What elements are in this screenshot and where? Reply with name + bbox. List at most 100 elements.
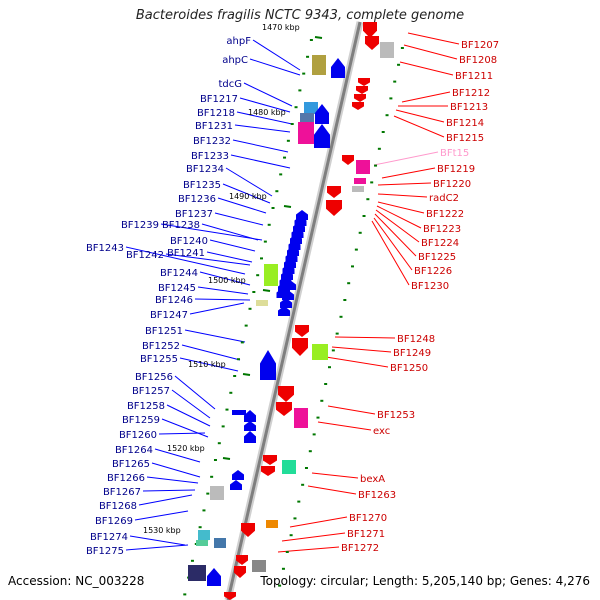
left-gene-label: BF1240 (170, 236, 208, 247)
gene-box (252, 560, 266, 572)
left-label-line (234, 124, 291, 133)
right-label-line (375, 209, 420, 243)
left-gene-label: BF1235 (183, 180, 221, 191)
left-label-line (134, 510, 189, 521)
right-label-line (376, 205, 422, 229)
major-tick (314, 36, 323, 39)
left-label-line (209, 239, 256, 252)
gene-box (354, 178, 366, 184)
left-label-line (201, 223, 259, 241)
right-gene-label: BF1230 (411, 281, 449, 292)
right-label-line (373, 217, 413, 271)
left-label-line (243, 82, 293, 107)
scale-label: 1520 kbp (167, 444, 205, 453)
gene-box (380, 42, 394, 58)
major-tick (242, 373, 251, 376)
left-label-line (194, 298, 251, 301)
gene-box (352, 186, 364, 192)
right-label-line (311, 472, 359, 479)
left-label-line (158, 432, 206, 435)
right-gene-label: BF1248 (397, 334, 435, 345)
gene-box (300, 113, 314, 123)
scale-label: 1530 kbp (143, 526, 181, 535)
left-gene-label: BF1232 (193, 136, 231, 147)
left-gene-label: BF1264 (115, 445, 153, 456)
left-gene-label: BF1251 (145, 326, 183, 337)
forward-gene-arrow (282, 290, 294, 300)
right-gene-label: BF1224 (421, 238, 459, 249)
gene-box (232, 410, 246, 415)
scale-labels: 1470 kbp 1480 kbp 1490 kbp 1500 kbp 1510 kbp… (143, 23, 300, 535)
right-label-line (307, 485, 357, 495)
left-gene-label: BF1236 (178, 194, 216, 205)
right-gene-label: BF1272 (341, 543, 379, 554)
left-label-line (142, 489, 196, 492)
gene-box (210, 486, 224, 500)
right-gene-label: BFt15 (440, 148, 469, 159)
reverse-gene-arrow (358, 78, 370, 86)
gene-box (264, 264, 278, 286)
right-label-line (403, 44, 458, 60)
left-label-line (138, 494, 193, 506)
left-label-line (249, 58, 301, 76)
reverse-gene-arrow (327, 186, 341, 198)
right-gene-label: BF1250 (390, 363, 428, 374)
left-gene-label: BF1274 (90, 532, 128, 543)
left-gene-label: BF1246 (155, 295, 193, 306)
forward-gene-arrow (232, 470, 244, 480)
right-label-line (401, 91, 451, 103)
left-gene-label: BF1258 (127, 401, 165, 412)
forward-gene-arrow (331, 58, 345, 78)
left-gene-label: BF1242 (126, 250, 164, 261)
right-gene-label: BF1249 (393, 348, 431, 359)
left-label-line (214, 212, 264, 226)
left-gene-label: tdcG (218, 79, 242, 90)
left-gene-label: BF1260 (119, 430, 157, 441)
left-label-line (165, 253, 251, 266)
left-gene-label: BF1259 (122, 415, 160, 426)
right-label-line (317, 421, 372, 431)
gene-box (304, 102, 318, 114)
reverse-gene-arrow (236, 555, 248, 565)
left-gene-label: BF1275 (86, 546, 124, 557)
right-label-line (407, 32, 460, 45)
right-label-line (399, 61, 454, 76)
right-label-line (377, 182, 432, 186)
right-gene-label: BF1223 (423, 224, 461, 235)
reverse-gene-arrow (224, 592, 236, 600)
left-gene-label: BF1269 (95, 516, 133, 527)
left-label-line (181, 344, 241, 361)
scale-label: 1510 kbp (188, 360, 226, 369)
reverse-gene-arrow (263, 455, 277, 465)
gene-features (188, 22, 394, 600)
forward-gene-arrow (278, 306, 290, 316)
left-label-line (252, 39, 301, 71)
major-tick (262, 289, 271, 292)
reverse-gene-arrow (278, 386, 294, 402)
right-gene-label: bexA (360, 474, 385, 485)
left-gene-label: BF1255 (140, 354, 178, 365)
left-label-line (206, 251, 253, 263)
accession-text: Accession: NC_003228 (8, 574, 145, 588)
major-tick (283, 205, 292, 208)
left-label-line (184, 329, 246, 343)
right-gene-label: BF1222 (426, 209, 464, 220)
left-label-line (151, 462, 201, 478)
right-label-line (377, 193, 428, 198)
right-label-line (327, 405, 376, 415)
right-gene-label: BF1212 (452, 88, 490, 99)
left-gene-label: BF1252 (142, 341, 180, 352)
reverse-gene-arrow (342, 155, 354, 165)
right-gene-label: BF1253 (377, 410, 415, 421)
left-label-line (222, 183, 271, 204)
gene-box (266, 520, 278, 528)
topology-text: Topology: circular; Length: 5,205,140 bp… (260, 574, 590, 588)
genome-backbone-core (226, 21, 362, 600)
left-label-line (179, 357, 239, 372)
left-gene-label: BF1266 (107, 473, 145, 484)
right-gene-label: BF1270 (349, 513, 387, 524)
left-gene-label: BF1243 (86, 243, 124, 254)
forward-gene-arrow (244, 410, 256, 422)
right-label-line (281, 532, 346, 542)
